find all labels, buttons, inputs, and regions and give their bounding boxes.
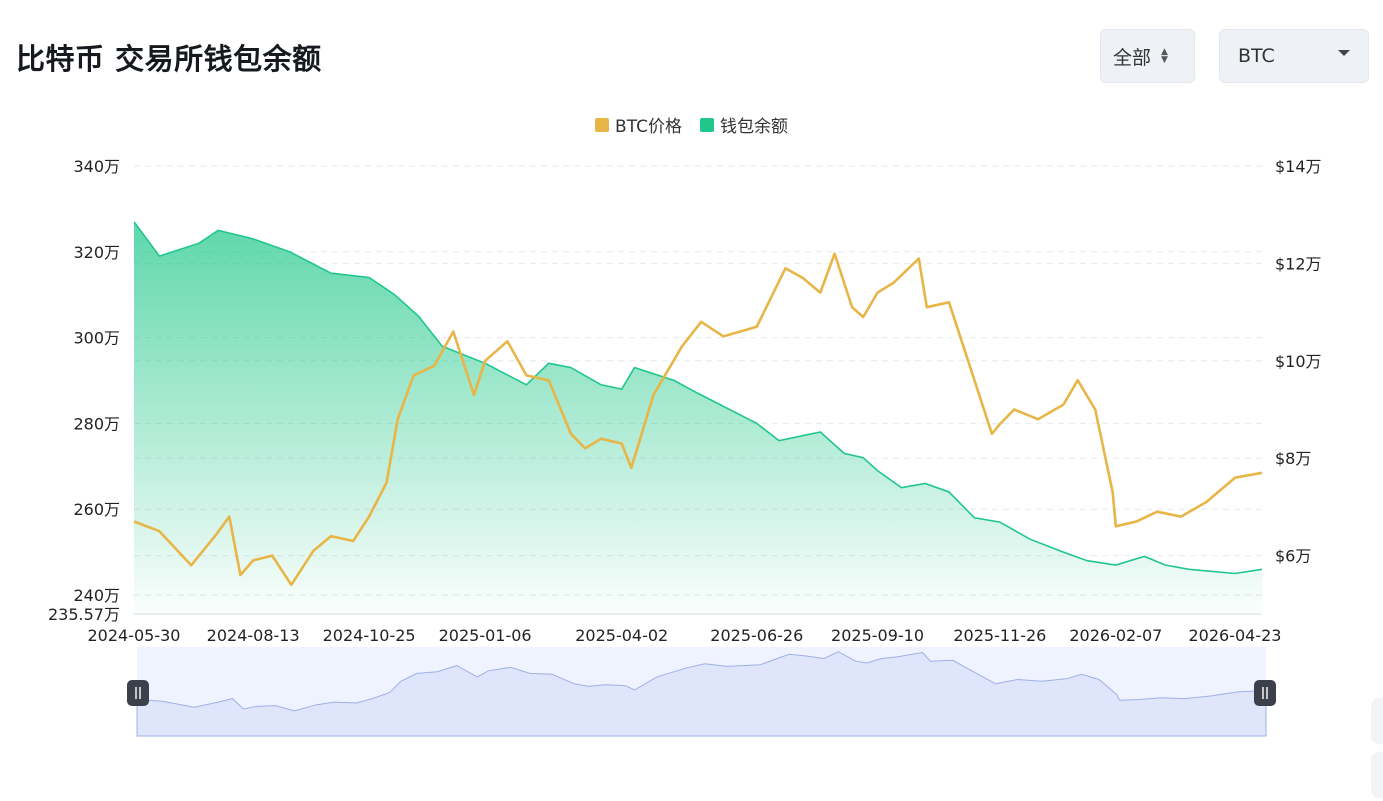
series-layer bbox=[133, 221, 1263, 615]
y-left-tick-0: 340万 bbox=[73, 157, 120, 176]
x-tick-4: 2025-04-02 bbox=[575, 626, 668, 645]
chevron-down-icon bbox=[1338, 50, 1350, 56]
y-left-tick-2: 300万 bbox=[73, 329, 120, 348]
coin-select-label: BTC bbox=[1238, 45, 1275, 67]
y-right-tick-1: $12万 bbox=[1275, 254, 1322, 273]
range-navigator[interactable] bbox=[127, 647, 1276, 737]
balance-line bbox=[133, 221, 1263, 575]
time-range-label: 全部 bbox=[1113, 46, 1152, 69]
navigator-handle-right[interactable] bbox=[1254, 680, 1276, 706]
y-right-tick-4: $6万 bbox=[1275, 547, 1311, 566]
navigator-handle-left[interactable] bbox=[127, 680, 149, 706]
x-tick-2: 2024-10-25 bbox=[323, 626, 416, 645]
legend-label-price: BTC价格 bbox=[615, 117, 682, 137]
x-tick-3: 2025-01-06 bbox=[439, 626, 532, 645]
y-right-tick-3: $8万 bbox=[1275, 449, 1311, 468]
x-tick-9: 2026-04-23 bbox=[1188, 626, 1281, 645]
sort-arrows-icon: ▲ ▼ bbox=[1161, 47, 1168, 65]
x-tick-0: 2024-05-30 bbox=[88, 626, 181, 645]
balance-area bbox=[134, 221, 1262, 615]
side-panel-button-1[interactable] bbox=[1371, 698, 1383, 744]
page-title: 比特币 交易所钱包余额 bbox=[16, 42, 322, 76]
y-right-tick-2: $10万 bbox=[1275, 352, 1322, 371]
x-tick-7: 2025-11-26 bbox=[953, 626, 1046, 645]
y-left-min-label: 235.57万 bbox=[48, 605, 120, 624]
time-range-select[interactable]: 全部 ▲ ▼ bbox=[1100, 29, 1195, 83]
side-panel-button-2[interactable] bbox=[1371, 752, 1383, 798]
y-left-tick-3: 280万 bbox=[73, 414, 120, 433]
legend-swatch-price bbox=[595, 117, 610, 132]
y-left-tick-5: 240万 bbox=[73, 586, 120, 605]
navigator-series bbox=[136, 651, 1267, 737]
legend-item-price[interactable]: BTC价格 bbox=[595, 112, 682, 137]
y-left-tick-1: 320万 bbox=[73, 243, 120, 262]
x-tick-1: 2024-08-13 bbox=[207, 626, 300, 645]
chart-legend: BTC价格 钱包余额 bbox=[0, 112, 1383, 137]
y-right-tick-0: $14万 bbox=[1275, 157, 1322, 176]
price-line bbox=[133, 252, 1263, 587]
x-tick-6: 2025-09-10 bbox=[831, 626, 924, 645]
legend-swatch-balance bbox=[699, 117, 714, 132]
y-left-tick-4: 260万 bbox=[73, 500, 120, 519]
legend-label-balance: 钱包余额 bbox=[719, 117, 788, 137]
x-tick-5: 2025-06-26 bbox=[710, 626, 803, 645]
x-tick-8: 2026-02-07 bbox=[1069, 626, 1162, 645]
legend-item-balance[interactable]: 钱包余额 bbox=[699, 112, 788, 137]
coin-select[interactable]: BTC bbox=[1219, 29, 1369, 83]
